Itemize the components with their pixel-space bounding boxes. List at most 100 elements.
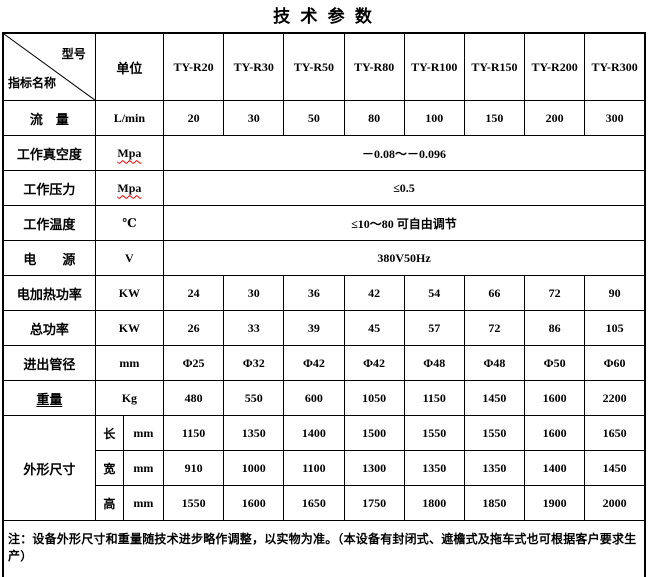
unit-cell: KW (94, 310, 164, 346)
dim-label: 宽 (94, 450, 124, 486)
table-row-dimension-length: 外形尺寸 长 mm 1150 1350 1400 1500 1550 1550 … (2, 415, 646, 521)
value-cell: Φ50 (524, 345, 586, 381)
value-cell: 1000 (223, 450, 285, 486)
row-label: 重量 (2, 380, 96, 416)
unit-cell: Mpa (94, 135, 164, 171)
value-cell: 2000 (584, 485, 646, 521)
value-cell: 72 (524, 275, 586, 311)
value-cell: 1650 (584, 415, 646, 451)
value-cell: 45 (343, 310, 405, 346)
model-header: TY-R300 (584, 32, 646, 101)
value-cell: 1600 (524, 415, 586, 451)
value-cell: 1350 (223, 415, 285, 451)
table-note-row: 注：设备外形尺寸和重量随技术进步略作调整，以实物为准。（本设备有封闭式、遮檐式及… (2, 520, 646, 577)
value-cell: Φ32 (223, 345, 285, 381)
value-cell: Φ42 (283, 345, 345, 381)
value-cell: 86 (524, 310, 586, 346)
value-cell: 1650 (283, 485, 345, 521)
value-cell: Φ48 (463, 345, 526, 381)
span-value-cell: －0.08～－0.096 (162, 135, 646, 171)
value-cell: 72 (463, 310, 526, 346)
row-label: 电加热功率 (2, 275, 96, 311)
row-label: 进出管径 (2, 345, 96, 381)
value-cell: 24 (162, 275, 225, 311)
value-cell: 2200 (584, 380, 646, 416)
model-header: TY-R100 (403, 32, 465, 101)
value-cell: 1350 (403, 450, 465, 486)
value-cell: 1600 (524, 380, 586, 416)
value-cell: 1450 (463, 380, 526, 416)
underlined-label: 重量 (36, 391, 63, 407)
row-label: 工作真空度 (2, 135, 96, 171)
spellcheck-underline: Mpa (117, 180, 142, 195)
unit-cell: V (94, 240, 164, 276)
value-cell: 33 (223, 310, 285, 346)
value-cell: 100 (403, 100, 465, 136)
table-row-pipe-diameter: 进出管径 mm Φ25 Φ32 Φ42 Φ42 Φ48 Φ48 Φ50 Φ60 (2, 345, 646, 381)
value-cell: 150 (463, 100, 526, 136)
value-cell: 300 (584, 100, 646, 136)
page-title: 技 术 参 数 (273, 7, 375, 26)
table-row-dimension-width: 宽 mm 910 1000 1100 1300 1350 1350 1400 1… (3, 450, 646, 486)
spellcheck-underline: Mpa (117, 145, 142, 160)
corner-model-label: 型号 (61, 47, 86, 61)
value-cell: 30 (223, 100, 285, 136)
dim-label: 长 (94, 415, 124, 451)
value-cell: 1300 (343, 450, 405, 486)
value-cell: Φ42 (343, 345, 405, 381)
row-label: 工作温度 (2, 205, 96, 241)
value-cell: 1450 (584, 450, 646, 486)
model-header: TY-R50 (283, 32, 345, 101)
table-row-total-power: 总功率 KW 26 33 39 45 57 72 86 105 (2, 310, 646, 346)
value-cell: 480 (162, 380, 225, 416)
value-cell: 42 (343, 275, 405, 311)
value-cell: 910 (162, 450, 225, 486)
value-cell: 1050 (343, 380, 405, 416)
model-header: TY-R20 (162, 32, 225, 101)
value-cell: 30 (223, 275, 285, 311)
table-header-row: 型号 指标名称 单位 TY-R20 TY-R30 TY-R50 TY-R80 T… (2, 32, 646, 101)
row-label: 总功率 (2, 310, 96, 346)
diagonal-line (4, 34, 95, 100)
model-header: TY-R150 (463, 32, 526, 101)
value-cell: 80 (343, 100, 405, 136)
unit-cell: Kg (94, 380, 164, 416)
footnote: 注：设备外形尺寸和重量随技术进步略作调整，以实物为准。（本设备有封闭式、遮檐式及… (2, 520, 646, 577)
value-cell: 1800 (403, 485, 465, 521)
value-cell: 1150 (162, 415, 225, 451)
value-cell: 105 (584, 310, 646, 346)
value-cell: 1100 (283, 450, 345, 486)
value-cell: 39 (283, 310, 345, 346)
row-label: 流 量 (2, 100, 96, 136)
value-cell: 1150 (403, 380, 465, 416)
value-cell: 26 (162, 310, 225, 346)
value-cell: 200 (524, 100, 586, 136)
corner-header-cell: 型号 指标名称 (2, 32, 96, 101)
table-row-pressure: 工作压力 Mpa ≤0.5 (2, 170, 646, 206)
value-cell: 1500 (343, 415, 405, 451)
value-cell: 1550 (403, 415, 465, 451)
unit-cell: mm (122, 485, 164, 521)
value-cell: 1350 (463, 450, 526, 486)
table-row-dimension-height: 高 mm 1550 1600 1650 1750 1800 1850 1900 … (3, 485, 646, 521)
value-cell: 90 (584, 275, 646, 311)
value-cell: 1600 (223, 485, 285, 521)
value-cell: Φ25 (162, 345, 225, 381)
unit-cell: mm (122, 415, 164, 451)
value-cell: 1400 (524, 450, 586, 486)
value-cell: Φ48 (403, 345, 465, 381)
row-label: 工作压力 (2, 170, 96, 206)
model-header: TY-R30 (223, 32, 285, 101)
unit-cell: mm (122, 450, 164, 486)
value-cell: 1550 (463, 415, 526, 451)
unit-cell: ℃ (94, 205, 164, 241)
value-cell: 20 (162, 100, 225, 136)
unit-cell: Mpa (94, 170, 164, 206)
value-cell: 1750 (343, 485, 405, 521)
unit-cell: L/min (94, 100, 164, 136)
value-cell: 1850 (463, 485, 526, 521)
unit-cell: mm (94, 345, 164, 381)
value-cell: 600 (283, 380, 345, 416)
spec-table: 型号 指标名称 单位 TY-R20 TY-R30 TY-R50 TY-R80 T… (2, 32, 646, 577)
